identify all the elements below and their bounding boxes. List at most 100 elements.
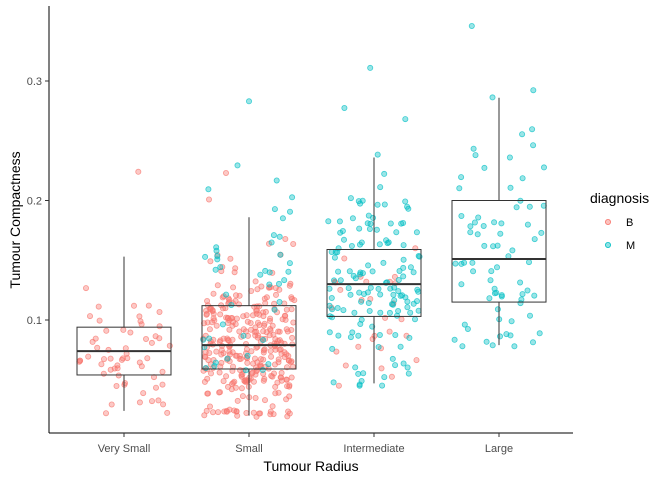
data-point-b: [216, 389, 223, 396]
data-point-m: [268, 239, 275, 246]
data-point-b: [263, 329, 270, 336]
data-point-b: [222, 305, 229, 312]
data-point-b: [107, 355, 114, 362]
data-point-m: [257, 271, 264, 278]
data-point-m: [376, 241, 383, 248]
data-point-m: [277, 251, 284, 258]
data-point-m: [358, 316, 365, 323]
data-point-b: [213, 322, 220, 329]
data-point-m: [348, 242, 355, 249]
data-point-m: [328, 294, 335, 301]
data-point-m: [381, 170, 388, 177]
data-point-b: [226, 326, 233, 333]
data-point-m: [513, 204, 520, 211]
data-point-m: [470, 268, 477, 275]
data-point-m: [519, 131, 526, 138]
data-point-b: [243, 409, 250, 416]
data-point-m: [458, 212, 465, 219]
data-point-b: [232, 297, 239, 304]
data-point-b: [204, 319, 211, 326]
data-point-b: [285, 357, 292, 364]
data-point-m: [337, 277, 344, 284]
data-point-b: [283, 376, 290, 383]
data-point-m: [330, 379, 337, 386]
data-point-m: [345, 285, 352, 292]
data-point-m: [496, 333, 503, 340]
data-point-m: [347, 291, 354, 298]
data-point-b: [335, 382, 342, 389]
data-point-m: [375, 285, 382, 292]
data-point-m: [410, 300, 417, 307]
data-point-m: [266, 269, 273, 276]
data-point-b: [229, 367, 236, 374]
box-large: [451, 97, 547, 346]
data-point-m: [494, 242, 501, 249]
data-point-m: [392, 331, 399, 338]
data-point-b: [277, 346, 284, 353]
data-point-b: [412, 245, 419, 252]
data-point-m: [331, 254, 338, 261]
data-point-m: [202, 253, 209, 260]
data-point-b: [251, 355, 258, 362]
data-point-m: [374, 151, 381, 158]
data-point-m: [270, 232, 277, 239]
data-point-m: [461, 321, 468, 328]
data-point-m: [524, 221, 531, 228]
box-very-small: [76, 256, 172, 411]
data-point-m: [347, 195, 354, 202]
data-point-m: [364, 220, 371, 227]
data-point-m: [451, 336, 458, 343]
data-point-b: [136, 313, 143, 320]
data-point-m: [395, 288, 402, 295]
data-point-b: [230, 379, 237, 386]
data-point-b: [114, 365, 121, 372]
data-point-b: [227, 255, 234, 262]
data-point-m: [271, 306, 278, 313]
data-point-b: [252, 394, 259, 401]
data-point-m: [351, 309, 358, 316]
data-point-m: [228, 301, 235, 308]
data-point-m: [219, 321, 226, 328]
data-point-b: [217, 363, 224, 370]
data-point-m: [405, 370, 412, 377]
data-point-m: [367, 64, 374, 71]
data-point-b: [220, 350, 227, 357]
data-point-m: [406, 334, 413, 341]
data-point-b: [239, 393, 246, 400]
data-point-b: [229, 336, 236, 343]
data-point-m: [335, 332, 342, 339]
data-point-m: [507, 184, 514, 191]
data-point-m: [234, 162, 241, 169]
data-point-m: [470, 145, 477, 152]
data-point-b: [219, 263, 226, 270]
data-point-m: [224, 355, 231, 362]
data-point-m: [458, 260, 465, 267]
data-point-b: [238, 373, 245, 380]
box-small: [201, 217, 297, 416]
data-point-m: [464, 325, 471, 332]
data-point-m: [335, 268, 342, 275]
data-point-b: [342, 362, 349, 369]
data-point-b: [83, 285, 90, 292]
data-point-m: [404, 203, 411, 210]
data-point-m: [200, 336, 207, 343]
data-point-m: [214, 256, 221, 263]
data-point-b: [113, 382, 120, 389]
data-point-m: [365, 299, 372, 306]
x-tick-label: Large: [485, 443, 513, 455]
data-point-b: [283, 396, 290, 403]
data-point-b: [122, 345, 129, 352]
data-point-m: [340, 236, 347, 243]
data-point-m: [393, 312, 400, 319]
data-point-m: [497, 230, 504, 237]
data-point-b: [107, 366, 114, 373]
data-point-b: [201, 378, 208, 385]
data-point-b: [136, 399, 143, 406]
data-point-m: [519, 291, 526, 298]
data-point-b: [213, 348, 220, 355]
legend-label-m: M: [626, 240, 635, 252]
data-point-b: [272, 346, 279, 353]
data-point-b: [233, 315, 240, 322]
data-point-m: [467, 229, 474, 236]
data-point-m: [414, 286, 421, 293]
